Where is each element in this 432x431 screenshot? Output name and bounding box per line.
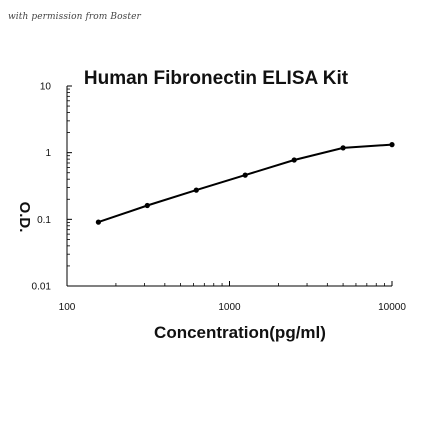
data-point	[340, 145, 346, 151]
data-point	[291, 157, 297, 163]
x-tick-label: 100	[59, 302, 76, 313]
x-axis-label: Concentration(pg/ml)	[154, 323, 326, 342]
y-tick-label: 10	[40, 82, 52, 93]
x-tick-label: 10000	[378, 302, 406, 313]
y-tick-label: 0.1	[37, 215, 51, 226]
data-point	[95, 219, 101, 225]
chart-ticks: 10 1 0.1 0.01 100 1000 10000	[32, 82, 407, 314]
chart-axes	[66, 86, 392, 287]
chart-series	[95, 142, 395, 225]
data-point	[389, 142, 395, 148]
y-tick-label: 0.01	[32, 282, 52, 293]
data-point	[144, 202, 150, 209]
y-tick-label: 1	[45, 148, 51, 159]
x-tick-label: 1000	[218, 302, 241, 313]
y-axis-label: O.D.	[16, 201, 33, 233]
data-point	[193, 187, 199, 193]
data-point	[242, 172, 248, 178]
chart-title: Human Fibronectin ELISA Kit	[83, 68, 349, 89]
permission-watermark: with permission from Boster	[8, 12, 141, 22]
standard-curve-line	[98, 143, 393, 224]
